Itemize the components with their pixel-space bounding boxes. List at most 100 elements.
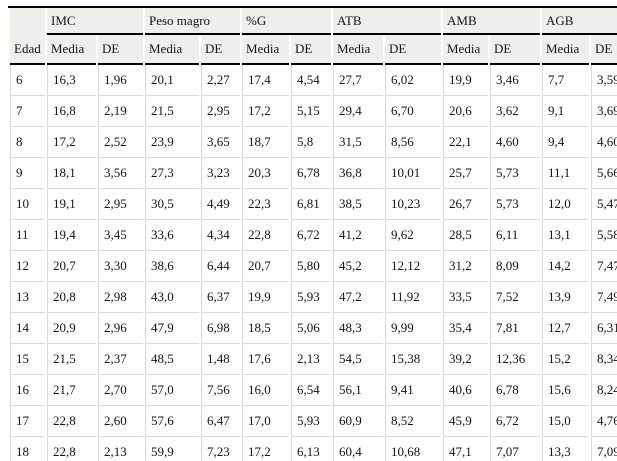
value-cell: 1,48 <box>201 344 240 375</box>
edad-cell: 15 <box>10 344 45 375</box>
value-cell: 18,1 <box>47 158 96 189</box>
value-cell: 33,6 <box>145 220 199 251</box>
value-cell: 18,7 <box>242 127 289 158</box>
value-cell: 8,09 <box>490 251 540 282</box>
value-cell: 22,8 <box>47 437 96 461</box>
value-cell: 3,65 <box>201 127 240 158</box>
value-cell: 10,23 <box>385 189 441 220</box>
value-cell: 8,24 <box>591 375 617 406</box>
de-column-header: DE <box>201 35 240 65</box>
value-cell: 45,9 <box>443 406 488 437</box>
value-cell: 3,23 <box>201 158 240 189</box>
value-cell: 6,70 <box>385 96 441 127</box>
group-header-atb: ATB <box>333 8 441 35</box>
table-row: 6 16,3 1,96 20,1 2,27 17,4 4,54 27,7 6,0… <box>10 65 617 96</box>
table-row: 16 21,7 2,70 57,0 7,56 16,0 6,54 56,1 9,… <box>10 375 617 406</box>
value-cell: 20,1 <box>145 65 199 96</box>
value-cell: 7,49 <box>591 282 617 313</box>
value-cell: 47,9 <box>145 313 199 344</box>
value-cell: 47,2 <box>333 282 383 313</box>
value-cell: 2,52 <box>98 127 143 158</box>
value-cell: 13,3 <box>542 437 589 461</box>
value-cell: 19,4 <box>47 220 96 251</box>
value-cell: 6,98 <box>201 313 240 344</box>
value-cell: 9,41 <box>385 375 441 406</box>
value-cell: 47,1 <box>443 437 488 461</box>
value-cell: 11,1 <box>542 158 589 189</box>
value-cell: 5,8 <box>291 127 331 158</box>
value-cell: 13,9 <box>542 282 589 313</box>
edad-cell: 10 <box>10 189 45 220</box>
value-cell: 2,70 <box>98 375 143 406</box>
value-cell: 45,2 <box>333 251 383 282</box>
value-cell: 6,44 <box>201 251 240 282</box>
value-cell: 57,0 <box>145 375 199 406</box>
value-cell: 4,34 <box>201 220 240 251</box>
group-header-row: IMC Peso magro %G ATB AMB AGB <box>10 8 617 35</box>
value-cell: 3,56 <box>98 158 143 189</box>
value-cell: 41,2 <box>333 220 383 251</box>
value-cell: 7,09 <box>591 437 617 461</box>
table-row: 12 20,7 3,30 38,6 6,44 20,7 5,80 45,2 12… <box>10 251 617 282</box>
value-cell: 3,45 <box>98 220 143 251</box>
value-cell: 59,9 <box>145 437 199 461</box>
anthropometry-stats-table: IMC Peso magro %G ATB AMB AGB Edad Media… <box>8 6 617 461</box>
value-cell: 7,81 <box>490 313 540 344</box>
value-cell: 60,4 <box>333 437 383 461</box>
value-cell: 20,9 <box>47 313 96 344</box>
value-cell: 4,49 <box>201 189 240 220</box>
value-cell: 22,8 <box>47 406 96 437</box>
value-cell: 5,93 <box>291 282 331 313</box>
value-cell: 5,66 <box>591 158 617 189</box>
media-column-header: Media <box>443 35 488 65</box>
value-cell: 15,38 <box>385 344 441 375</box>
value-cell: 31,5 <box>333 127 383 158</box>
value-cell: 7,47 <box>591 251 617 282</box>
value-cell: 27,3 <box>145 158 199 189</box>
value-cell: 22,8 <box>242 220 289 251</box>
table-row: 7 16,8 2,19 21,5 2,95 17,2 5,15 29,4 6,7… <box>10 96 617 127</box>
value-cell: 5,15 <box>291 96 331 127</box>
table-header: IMC Peso magro %G ATB AMB AGB Edad Media… <box>10 8 617 65</box>
value-cell: 9,4 <box>542 127 589 158</box>
value-cell: 9,62 <box>385 220 441 251</box>
value-cell: 5,93 <box>291 406 331 437</box>
edad-cell: 18 <box>10 437 45 461</box>
value-cell: 16,3 <box>47 65 96 96</box>
value-cell: 2,19 <box>98 96 143 127</box>
value-cell: 6,11 <box>490 220 540 251</box>
value-cell: 56,1 <box>333 375 383 406</box>
value-cell: 15,0 <box>542 406 589 437</box>
edad-cell: 9 <box>10 158 45 189</box>
value-cell: 17,2 <box>47 127 96 158</box>
value-cell: 5,47 <box>591 189 617 220</box>
value-cell: 20,3 <box>242 158 289 189</box>
value-cell: 40,6 <box>443 375 488 406</box>
value-cell: 3,46 <box>490 65 540 96</box>
edad-cell: 6 <box>10 65 45 96</box>
media-column-header: Media <box>333 35 383 65</box>
value-cell: 7,52 <box>490 282 540 313</box>
value-cell: 13,1 <box>542 220 589 251</box>
value-cell: 28,5 <box>443 220 488 251</box>
value-cell: 20,7 <box>242 251 289 282</box>
value-cell: 8,56 <box>385 127 441 158</box>
table-row: 13 20,8 2,98 43,0 6,37 19,9 5,93 47,2 11… <box>10 282 617 313</box>
value-cell: 2,13 <box>291 344 331 375</box>
media-column-header: Media <box>145 35 199 65</box>
value-cell: 48,3 <box>333 313 383 344</box>
value-cell: 17,6 <box>242 344 289 375</box>
value-cell: 6,47 <box>201 406 240 437</box>
value-cell: 30,5 <box>145 189 199 220</box>
value-cell: 35,4 <box>443 313 488 344</box>
value-cell: 6,72 <box>490 406 540 437</box>
media-column-header: Media <box>47 35 96 65</box>
value-cell: 5,80 <box>291 251 331 282</box>
table-row: 18 22,8 2,13 59,9 7,23 17,2 6,13 60,4 10… <box>10 437 617 461</box>
value-cell: 39,2 <box>443 344 488 375</box>
value-cell: 17,0 <box>242 406 289 437</box>
value-cell: 26,7 <box>443 189 488 220</box>
value-cell: 6,78 <box>490 375 540 406</box>
value-cell: 6,37 <box>201 282 240 313</box>
value-cell: 2,95 <box>201 96 240 127</box>
